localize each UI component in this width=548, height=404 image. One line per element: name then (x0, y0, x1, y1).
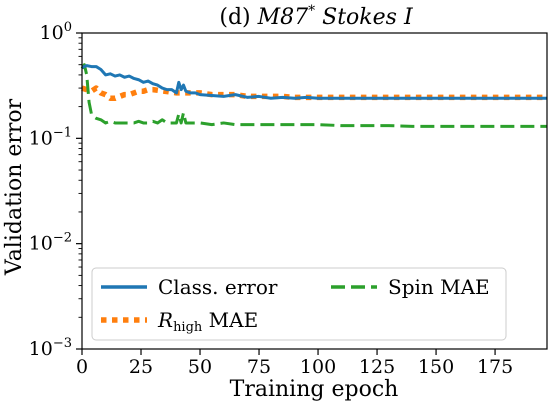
legend-r-subscript: high (173, 320, 203, 335)
legend-box (91, 267, 507, 341)
y-tick-label: 10−1 (29, 125, 72, 149)
chart-title-object: M87 (257, 5, 309, 30)
legend-label-class-error: Class. error (158, 275, 278, 299)
x-tick-label: 100 (300, 356, 336, 378)
x-tick-label: 125 (359, 356, 395, 378)
legend-r-symbol: R (157, 308, 173, 332)
chart-title-prefix: (d) (219, 5, 257, 30)
x-tick-label: 25 (129, 356, 153, 378)
x-tick-label: 0 (76, 356, 88, 378)
y-tick-label: 10−2 (29, 231, 72, 255)
chart-title-star: * (308, 3, 315, 19)
x-axis-label: Training epoch (230, 377, 399, 402)
x-tick-label: 150 (418, 356, 454, 378)
plot-area (80, 63, 547, 128)
y-axis-ticks: 10−3 10−2 10−1 100 (29, 20, 82, 360)
series-line-class-error (81, 64, 547, 100)
chart-title-param: I (403, 5, 414, 30)
x-axis-ticks: 0 25 50 75 100 125 150 175 (76, 349, 513, 378)
series-line-r-high-mae (81, 85, 547, 102)
legend-label-spin-mae: Spin MAE (388, 275, 490, 299)
chart-title-middle: Stokes (315, 5, 404, 30)
x-tick-label: 175 (477, 356, 513, 378)
plot-frame (81, 32, 548, 350)
chart-title: (d) M87* Stokes I (219, 3, 414, 30)
legend-r-suffix: MAE (202, 308, 258, 332)
y-tick-label: 10−3 (29, 336, 72, 360)
y-tick-label: 100 (40, 20, 72, 44)
legend-label-r-high-mae: Rhigh MAE (157, 308, 258, 335)
x-tick-label: 50 (188, 356, 212, 378)
x-tick-label: 75 (247, 356, 271, 378)
y-axis-label: Validation error (2, 98, 27, 276)
series-line-spin-mae (80, 63, 547, 128)
legend: Class. error Spin MAE Rhigh MAE (91, 267, 507, 341)
